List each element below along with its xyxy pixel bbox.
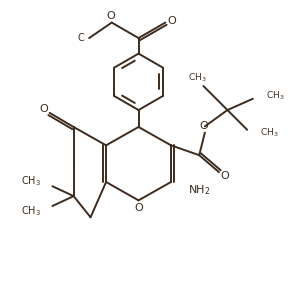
Text: O: O: [199, 121, 208, 131]
Text: NH$_2$: NH$_2$: [188, 183, 211, 197]
Text: CH$_3$: CH$_3$: [21, 204, 41, 218]
Text: O: O: [134, 203, 143, 213]
Text: CH$_3$: CH$_3$: [260, 126, 278, 139]
Text: CH$_3$: CH$_3$: [265, 90, 284, 102]
Text: O: O: [167, 16, 176, 26]
Text: O: O: [221, 170, 230, 180]
Text: O: O: [39, 105, 48, 115]
Text: CH$_3$: CH$_3$: [21, 174, 41, 188]
Text: C: C: [77, 33, 84, 43]
Text: O: O: [106, 11, 115, 21]
Text: CH$_3$: CH$_3$: [188, 72, 207, 84]
